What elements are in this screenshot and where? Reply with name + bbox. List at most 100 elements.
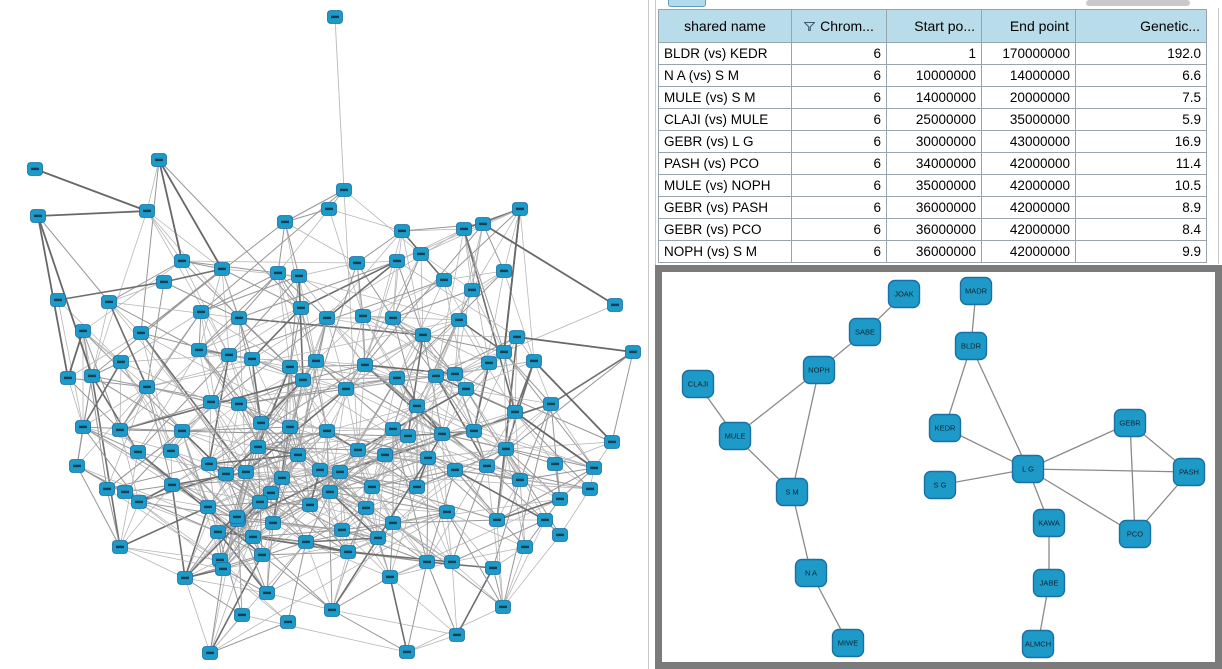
- network-node[interactable]: [250, 440, 266, 454]
- column-header-genetic---[interactable]: Genetic...: [1075, 9, 1207, 43]
- network-node[interactable]: [586, 461, 602, 475]
- network-node[interactable]: [113, 355, 129, 369]
- filter-funnel-icon[interactable]: [804, 21, 816, 31]
- network-node[interactable]: [385, 422, 401, 436]
- network-node[interactable]: [156, 275, 172, 289]
- network-node[interactable]: [214, 262, 230, 276]
- network-node[interactable]: [382, 570, 398, 584]
- network-node[interactable]: [385, 516, 401, 530]
- network-node[interactable]: [489, 513, 505, 527]
- network-node[interactable]: [308, 354, 324, 368]
- network-node-s-g[interactable]: S G: [923, 470, 957, 500]
- network-node[interactable]: [319, 311, 335, 325]
- network-node[interactable]: [101, 295, 117, 309]
- network-node[interactable]: [409, 480, 425, 494]
- network-node[interactable]: [27, 162, 43, 176]
- network-node[interactable]: [130, 445, 146, 459]
- network-node[interactable]: [75, 324, 91, 338]
- network-node[interactable]: [357, 358, 373, 372]
- network-node[interactable]: [200, 500, 216, 514]
- network-node[interactable]: [30, 209, 46, 223]
- network-node[interactable]: [349, 256, 365, 270]
- network-node-pash[interactable]: PASH: [1172, 457, 1206, 487]
- table-row[interactable]: GEBR (vs) PCO 6 36000000 42000000 8.4: [658, 218, 1207, 241]
- network-node-miwe[interactable]: MIWE: [831, 628, 865, 658]
- network-node[interactable]: [312, 463, 328, 477]
- table-row[interactable]: MULE (vs) S M 6 14000000 20000000 7.5: [658, 86, 1207, 109]
- column-header-shared-name[interactable]: shared name: [658, 9, 792, 43]
- network-node[interactable]: [526, 354, 542, 368]
- network-node[interactable]: [364, 480, 380, 494]
- network-node[interactable]: [389, 371, 405, 385]
- network-node[interactable]: [409, 399, 425, 413]
- network-node[interactable]: [439, 505, 455, 519]
- network-node[interactable]: [625, 345, 641, 359]
- network-node[interactable]: [139, 380, 155, 394]
- network-node[interactable]: [202, 646, 218, 660]
- network-node[interactable]: [434, 427, 450, 441]
- network-node[interactable]: [75, 420, 91, 434]
- network-node[interactable]: [151, 153, 167, 167]
- network-node-noph[interactable]: NOPH: [802, 355, 836, 385]
- network-node[interactable]: [496, 345, 512, 359]
- table-row[interactable]: N A (vs) S M 6 10000000 14000000 6.6: [658, 64, 1207, 87]
- network-node[interactable]: [277, 215, 293, 229]
- network-node[interactable]: [537, 513, 553, 527]
- network-node[interactable]: [177, 571, 193, 585]
- network-node[interactable]: [282, 360, 298, 374]
- network-node[interactable]: [60, 371, 76, 385]
- network-node-sabe[interactable]: SABE: [848, 317, 882, 347]
- network-node[interactable]: [327, 10, 343, 24]
- network-node[interactable]: [295, 373, 311, 387]
- table-row[interactable]: CLAJI (vs) MULE 6 25000000 35000000 5.9: [658, 108, 1207, 131]
- network-node[interactable]: [394, 224, 410, 238]
- table-row[interactable]: PASH (vs) PCO 6 34000000 42000000 11.4: [658, 152, 1207, 175]
- network-node[interactable]: [552, 492, 568, 506]
- network-node[interactable]: [254, 548, 270, 562]
- network-node[interactable]: [298, 535, 314, 549]
- network-node[interactable]: [475, 217, 491, 231]
- network-node[interactable]: [215, 562, 231, 576]
- table-row[interactable]: NOPH (vs) S M 6 36000000 42000000 9.9: [658, 240, 1207, 263]
- table-tab-fragment[interactable]: [668, 0, 706, 7]
- network-node[interactable]: [400, 429, 416, 443]
- network-node[interactable]: [139, 204, 155, 218]
- network-node[interactable]: [203, 395, 219, 409]
- network-node-madr[interactable]: MADR: [959, 276, 993, 306]
- network-node[interactable]: [479, 459, 495, 473]
- network-node[interactable]: [229, 510, 245, 524]
- network-node[interactable]: [244, 352, 260, 366]
- network-node[interactable]: [458, 382, 474, 396]
- network-node[interactable]: [517, 540, 533, 554]
- network-node[interactable]: [84, 369, 100, 383]
- network-node[interactable]: [607, 298, 623, 312]
- network-node[interactable]: [270, 266, 286, 280]
- network-node[interactable]: [507, 405, 523, 419]
- network-node[interactable]: [274, 471, 290, 485]
- network-node[interactable]: [291, 269, 307, 283]
- network-node[interactable]: [263, 486, 279, 500]
- network-node[interactable]: [231, 397, 247, 411]
- network-node-pco[interactable]: PCO: [1118, 519, 1152, 549]
- network-node[interactable]: [282, 420, 298, 434]
- network-node[interactable]: [604, 435, 620, 449]
- network-node[interactable]: [238, 465, 254, 479]
- network-node[interactable]: [449, 628, 465, 642]
- network-node[interactable]: [413, 247, 429, 261]
- network-node[interactable]: [464, 283, 480, 297]
- network-node-kawa[interactable]: KAWA: [1032, 508, 1066, 538]
- network-node[interactable]: [131, 495, 147, 509]
- network-node[interactable]: [191, 343, 207, 357]
- network-node[interactable]: [322, 485, 338, 499]
- network-node[interactable]: [201, 457, 217, 471]
- network-node[interactable]: [370, 531, 386, 545]
- network-node[interactable]: [340, 545, 356, 559]
- network-node[interactable]: [253, 416, 269, 430]
- network-node[interactable]: [163, 444, 179, 458]
- network-node[interactable]: [234, 608, 250, 622]
- table-row[interactable]: GEBR (vs) PASH 6 36000000 42000000 8.9: [658, 196, 1207, 219]
- network-node[interactable]: [509, 330, 525, 344]
- network-node[interactable]: [447, 367, 463, 381]
- network-node[interactable]: [133, 326, 149, 340]
- network-node[interactable]: [447, 463, 463, 477]
